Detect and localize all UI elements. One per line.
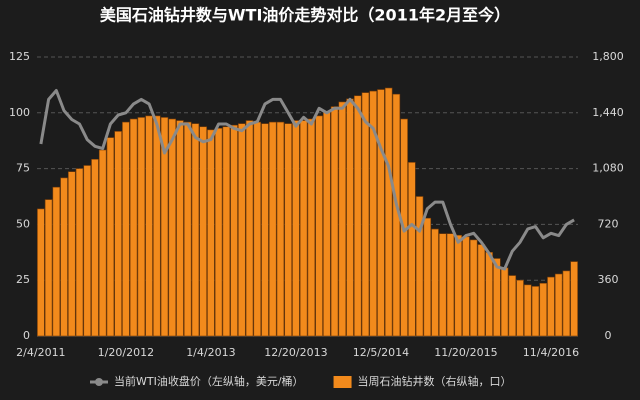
bar	[323, 110, 331, 337]
bar	[346, 98, 354, 337]
bar	[477, 244, 486, 337]
bar	[493, 258, 501, 337]
line	[39, 89, 575, 271]
y2-tick-label: 1,800	[592, 50, 624, 63]
bar	[377, 89, 385, 337]
y-tick-label: 50	[16, 217, 30, 230]
bar	[292, 120, 300, 337]
bar	[268, 121, 277, 337]
bar	[570, 261, 578, 337]
bar	[438, 233, 447, 337]
bar	[160, 117, 169, 337]
bar	[106, 137, 115, 337]
y2-tick-label: 1,080	[592, 162, 624, 175]
bar	[523, 284, 532, 337]
bar	[508, 275, 517, 337]
bar	[207, 129, 215, 337]
bar	[338, 101, 347, 337]
bar	[199, 126, 207, 337]
bar	[114, 131, 122, 337]
legend-label: 当前WTI油收盘价（左纵轴，美元/桶）	[114, 374, 304, 388]
bar	[539, 282, 547, 337]
bar	[276, 121, 285, 337]
bar	[214, 128, 223, 337]
bar	[299, 120, 308, 337]
bar	[284, 123, 292, 337]
bar	[37, 208, 45, 337]
bar	[253, 121, 262, 337]
bar	[52, 186, 61, 337]
x-tick-label: 11/20/2015	[434, 346, 497, 359]
bar	[500, 267, 509, 337]
bar	[129, 118, 138, 337]
bar	[554, 273, 563, 337]
y-tick-label: 0	[23, 329, 30, 342]
x-tick-label: 11/4/2016	[523, 346, 579, 359]
legend-label: 当周石油钻井数（右纵轴，口）	[358, 374, 512, 388]
bar	[245, 120, 254, 337]
bar	[330, 106, 339, 337]
bar	[122, 121, 130, 337]
bar	[68, 171, 76, 337]
x-tick-label: 2/4/2011	[16, 346, 65, 359]
bar	[137, 117, 146, 337]
bar	[183, 121, 192, 337]
y-tick-label: 100	[9, 106, 30, 119]
bar	[168, 118, 177, 337]
y-tick-label: 75	[16, 162, 30, 175]
bar	[531, 286, 540, 337]
bar	[145, 115, 153, 337]
bar	[384, 87, 393, 337]
y2-tick-label: 360	[598, 273, 619, 286]
y2-tick-label: 720	[598, 217, 619, 230]
bar	[516, 279, 524, 337]
bar	[315, 115, 323, 337]
bar	[83, 165, 92, 337]
bar	[222, 126, 231, 337]
x-tick-label: 12/20/2013	[264, 346, 327, 359]
bar	[454, 234, 462, 337]
bar	[369, 90, 377, 337]
bar	[547, 276, 555, 337]
bar	[153, 115, 161, 337]
bar	[462, 236, 470, 337]
y-tick-label: 125	[9, 50, 30, 63]
bar	[60, 177, 68, 337]
bar	[361, 92, 370, 337]
bar	[91, 159, 99, 337]
bar	[307, 118, 316, 337]
bar	[230, 124, 238, 337]
bar	[446, 233, 455, 337]
bar	[431, 228, 439, 337]
bar	[44, 199, 53, 337]
bar	[191, 123, 200, 337]
y-tick-label: 25	[16, 273, 30, 286]
y2-tick-label: 1,440	[592, 106, 624, 119]
x-tick-label: 1/4/2013	[186, 346, 235, 359]
chart-title: 美国石油钻井数与WTI油价走势对比（2011年2月至今）	[100, 6, 510, 25]
bar	[415, 196, 424, 337]
legend-swatch	[333, 376, 352, 388]
bar	[469, 239, 478, 337]
x-tick-label: 1/20/2012	[98, 346, 154, 359]
bar	[238, 123, 246, 337]
bar	[98, 149, 107, 337]
bar	[75, 168, 84, 337]
bar	[176, 120, 184, 337]
bar	[562, 270, 571, 337]
bar	[261, 123, 269, 337]
bar	[353, 95, 362, 337]
bar	[423, 217, 432, 337]
bar	[408, 162, 416, 337]
bar	[485, 252, 493, 337]
y2-tick-label: 0	[605, 329, 612, 342]
x-tick-label: 12/5/2014	[353, 346, 409, 359]
legend-swatch	[95, 378, 103, 386]
